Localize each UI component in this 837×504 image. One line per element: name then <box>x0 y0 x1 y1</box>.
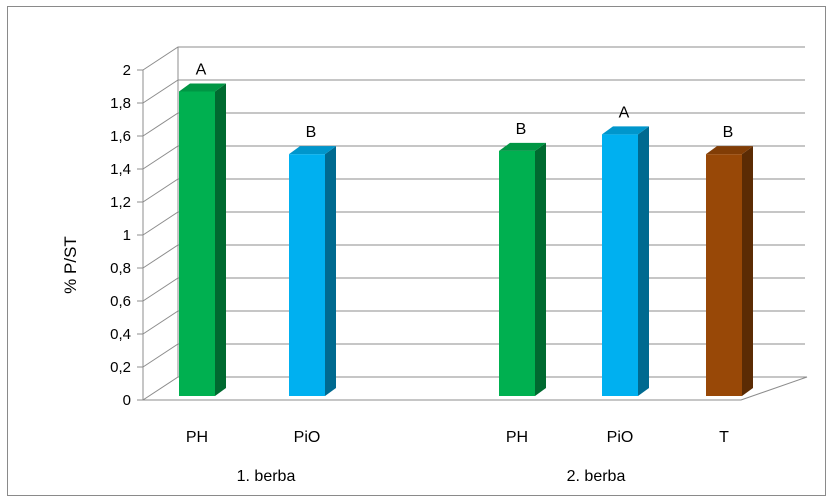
axis-layer <box>137 47 179 401</box>
bar-side <box>325 146 336 396</box>
bar <box>499 142 546 396</box>
bar <box>706 146 753 396</box>
y-tick-label: 1,2 <box>110 194 131 211</box>
x-category-label: T <box>719 429 729 446</box>
bar-front <box>602 134 638 396</box>
significance-letter: A <box>619 104 630 121</box>
gridline <box>142 244 805 269</box>
bar-layer <box>179 83 753 396</box>
x-category-label: PH <box>186 429 208 446</box>
bar-side <box>215 83 226 396</box>
bar-side <box>638 126 649 396</box>
y-tick-label: 1 <box>123 227 131 244</box>
gridline <box>142 178 805 203</box>
y-tick-label: 0,6 <box>110 293 131 310</box>
y-tick-label: 1,6 <box>110 128 131 145</box>
gridline <box>142 46 805 71</box>
bar-top <box>706 146 753 155</box>
y-tick-label: 0,4 <box>110 326 131 343</box>
y-tick-label: 2 <box>123 62 131 79</box>
gridline <box>142 310 805 335</box>
x-category-label: PH <box>506 429 528 446</box>
gridline <box>142 112 805 137</box>
bar <box>179 83 226 396</box>
gridline <box>142 145 805 170</box>
x-category-label: PiO <box>294 429 321 446</box>
significance-letter: B <box>723 124 734 141</box>
y-axis-title: % P/ST <box>61 236 80 294</box>
bar-side <box>742 146 753 396</box>
y-tick-label: 0,8 <box>110 260 131 277</box>
bar-top <box>499 142 546 151</box>
bar-front <box>289 154 325 396</box>
y-tick-label: 1,8 <box>110 95 131 112</box>
bar-side <box>535 142 546 396</box>
y-tick-label: 0 <box>123 392 131 409</box>
label-layer: % P/ST 0 0,2 0,4 0,6 0,8 1 1,2 1,4 1,6 1,8 2 A PH B Pi… <box>61 61 733 485</box>
bar-top <box>179 83 226 92</box>
bar <box>289 146 336 396</box>
significance-letter: B <box>306 124 317 141</box>
gridline <box>142 277 805 302</box>
bar-front <box>706 154 742 396</box>
bar-top <box>289 146 336 155</box>
y-tick-label: 1,4 <box>110 161 131 178</box>
significance-letter: A <box>196 61 207 78</box>
gridline <box>142 343 805 368</box>
significance-letter: B <box>516 121 527 138</box>
gridline <box>142 79 805 104</box>
bar-front <box>179 91 215 396</box>
gridline <box>142 211 805 236</box>
x-group-label: 2. berba <box>567 468 626 485</box>
bar-top <box>602 126 649 135</box>
x-category-label: PiO <box>607 429 634 446</box>
bar-front <box>499 150 535 396</box>
bar <box>602 126 649 396</box>
x-group-label: 1. berba <box>237 468 296 485</box>
y-tick-label: 0,2 <box>110 359 131 376</box>
